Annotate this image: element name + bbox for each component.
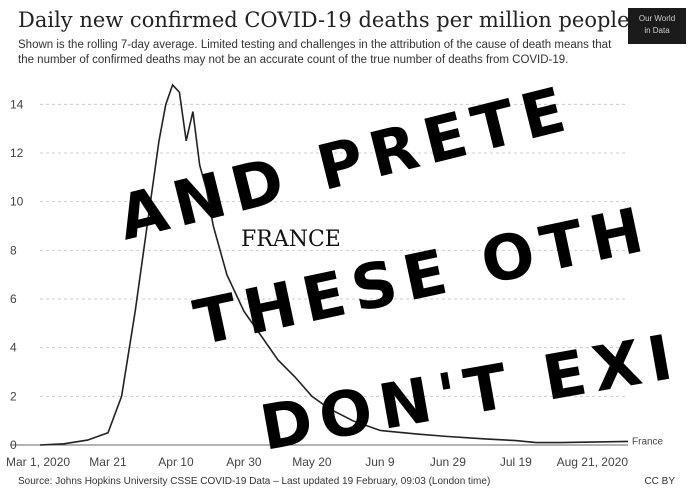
y-tick-label: 6 — [10, 292, 17, 306]
x-tick-labels: Mar 1, 2020 Mar 21 Apr 10 Apr 30 May 20 Jun 9… — [6, 455, 628, 469]
handwritten-line: DON'T EXI — [255, 319, 685, 465]
y-tick-label: 8 — [10, 243, 17, 257]
logo-line-2: in Data — [644, 26, 670, 35]
x-tick-label: Mar 21 — [89, 455, 127, 469]
series-end-label: France — [632, 436, 664, 447]
source-note: Source: Johns Hopkins University CSSE CO… — [18, 476, 491, 487]
y-tick-label: 4 — [10, 341, 17, 355]
x-tick-label: Apr 10 — [158, 455, 194, 469]
x-tick-label: Aug 21, 2020 — [557, 455, 629, 469]
y-tick-labels: 0 2 4 6 8 10 12 14 — [10, 97, 24, 452]
y-tick-label: 14 — [10, 97, 24, 111]
chart-title: Daily new confirmed COVID-19 deaths per … — [18, 8, 630, 32]
x-tick-label: Apr 30 — [226, 455, 262, 469]
chart-annotation: FRANCE — [241, 227, 341, 252]
x-tick-label: May 20 — [292, 455, 332, 469]
x-tick-label: Mar 1, 2020 — [6, 455, 70, 469]
y-tick-label: 0 — [10, 438, 17, 452]
license-label: CC BY — [644, 476, 675, 487]
x-tick-label: Jul 19 — [500, 455, 532, 469]
y-tick-label: 10 — [10, 195, 24, 209]
x-tick-label: Jun 29 — [430, 455, 466, 469]
series-lines: France — [39, 83, 664, 447]
publisher-logo: Our World in Data — [628, 8, 686, 44]
series-line-france — [39, 83, 629, 446]
y-tick-label: 12 — [10, 146, 24, 160]
x-tick-label: Jun 9 — [365, 455, 395, 469]
y-tick-label: 2 — [10, 389, 17, 403]
gridlines — [10, 103, 628, 446]
logo-line-1: Our World — [638, 14, 676, 23]
chart-subtitle: Shown is the rolling 7-day average. Limi… — [18, 39, 612, 66]
